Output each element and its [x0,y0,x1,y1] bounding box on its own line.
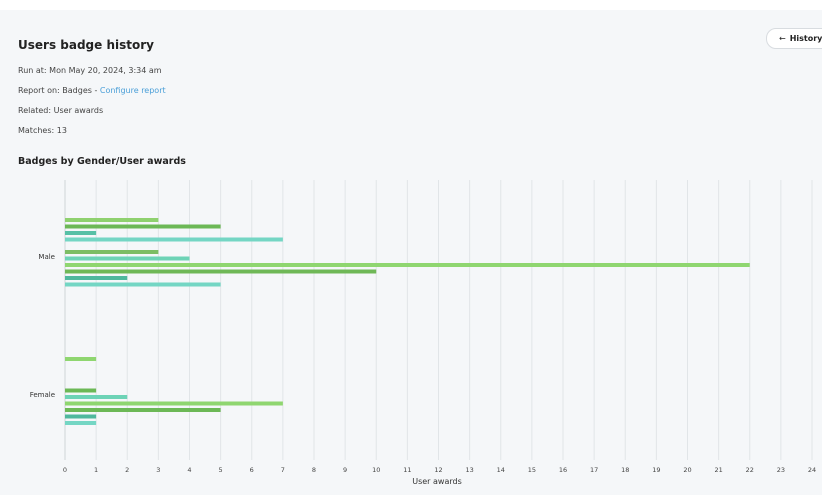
badges-bar-chart: 0 1 2 3 4 5 6 7 8 9 10 11 12 13 14 15 16 17 18 19 20 21 22 23 24… [30,180,816,486]
bar-male-4[interactable] [65,237,283,242]
x-tick-label: 15 [528,466,536,474]
x-tick-label: 16 [559,466,567,474]
bar-female-3[interactable] [65,395,128,399]
x-tick-label: 8 [312,466,316,474]
x-axis-ticks: 0 1 2 3 4 5 6 7 8 9 10 11 12 13 14 15 16 17 18 19 20 21 22 23 24 [63,466,816,474]
bar-male-1[interactable] [65,218,159,222]
x-tick-label: 10 [372,466,380,474]
matches-text: Matches: 13 [18,126,67,135]
x-tick-label: 19 [652,466,660,474]
bar-male-5[interactable] [65,250,159,254]
run-at-text: Run at: Mon May 20, 2024, 3:34 am [18,66,162,75]
x-tick-label: 18 [621,466,629,474]
bar-male-6[interactable] [65,256,190,261]
x-tick-label: 5 [219,466,223,474]
arrow-left-icon: ← [779,34,786,43]
bar-female-6[interactable] [65,414,97,419]
bar-female-5[interactable] [65,408,221,412]
x-tick-label: 12 [434,466,442,474]
report-on-label: Report on: Badges - [18,86,100,95]
x-tick-label: 21 [714,466,722,474]
x-tick-label: 1 [94,466,98,474]
chart-title: Badges by Gender/User awards [18,156,186,167]
x-tick-label: 17 [590,466,598,474]
category-label-female: Female [30,391,55,399]
chart-bars [65,218,750,425]
page-title: Users badge history [18,38,154,52]
bar-female-4[interactable] [65,401,283,406]
x-tick-label: 24 [808,466,816,474]
x-tick-label: 20 [683,466,691,474]
bar-male-2[interactable] [65,224,221,229]
x-tick-label: 14 [497,466,505,474]
configure-report-link[interactable]: Configure report [99,86,166,95]
x-axis-label: User awards [412,477,462,486]
history-button-label: History [789,34,822,43]
category-label-male: Male [38,253,55,261]
x-tick-label: 22 [746,466,754,474]
bar-male-10[interactable] [65,282,221,287]
x-tick-label: 7 [281,466,285,474]
x-tick-label: 11 [403,466,411,474]
related-text: Related: User awards [18,106,104,115]
report-panel: Users badge history Run at: Mon May 20, … [0,10,822,495]
x-tick-label: 4 [187,466,191,474]
x-tick-label: 3 [156,466,160,474]
bar-male-7[interactable] [65,263,750,267]
bar-female-2[interactable] [65,388,97,393]
bar-male-9[interactable] [65,276,128,280]
x-tick-label: 23 [777,466,785,474]
bar-male-8[interactable] [65,269,377,274]
y-axis-categories: Male Female [30,253,55,399]
x-tick-label: 13 [465,466,473,474]
bar-female-1[interactable] [65,357,97,361]
x-tick-label: 6 [250,466,254,474]
x-tick-label: 9 [343,466,347,474]
x-tick-label: 0 [63,466,67,474]
bar-male-3[interactable] [65,231,97,235]
bar-female-7[interactable] [65,421,97,425]
report-on-line: Report on: Badges - Configure report [18,86,166,95]
x-tick-label: 2 [125,466,129,474]
history-button[interactable]: ← History [766,28,822,49]
chart-grid [64,180,813,460]
